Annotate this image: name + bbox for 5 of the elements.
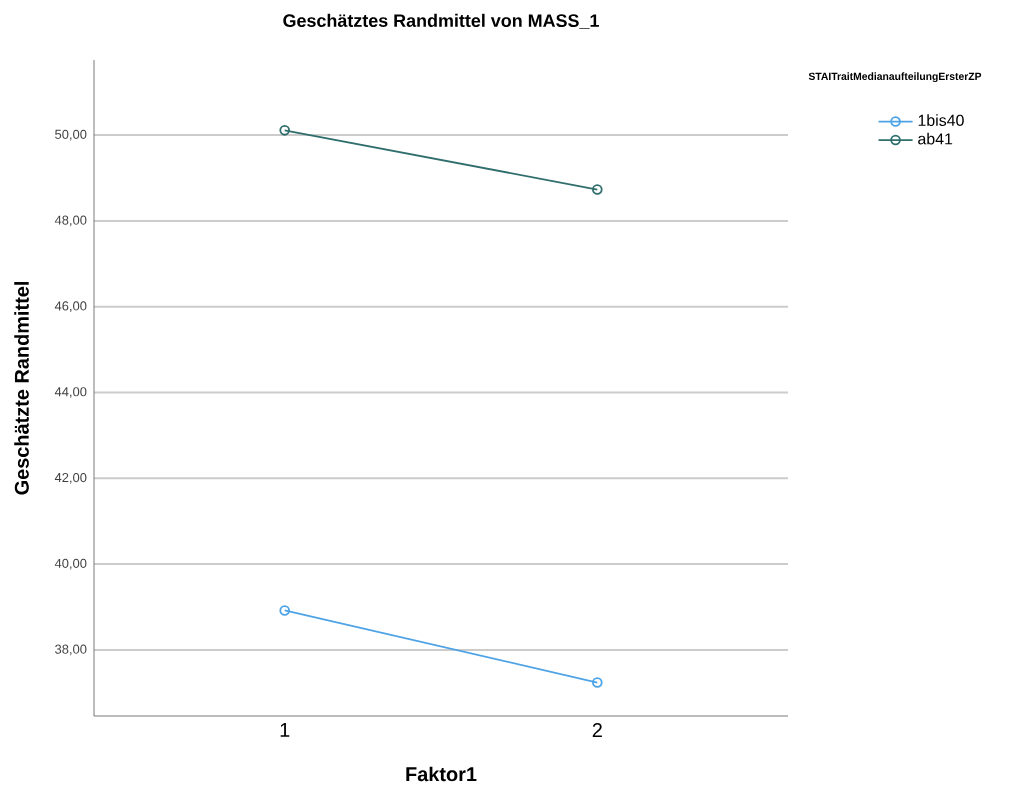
x-axis-title: Faktor1 — [406, 766, 477, 782]
x-tick-label: 1 — [280, 723, 290, 737]
x-tick-label: 2 — [592, 723, 602, 737]
chart-title: Geschätztes Randmittel von MASS_1 — [283, 13, 599, 29]
y-axis-title: Geschätzte Randmittel — [14, 282, 29, 495]
